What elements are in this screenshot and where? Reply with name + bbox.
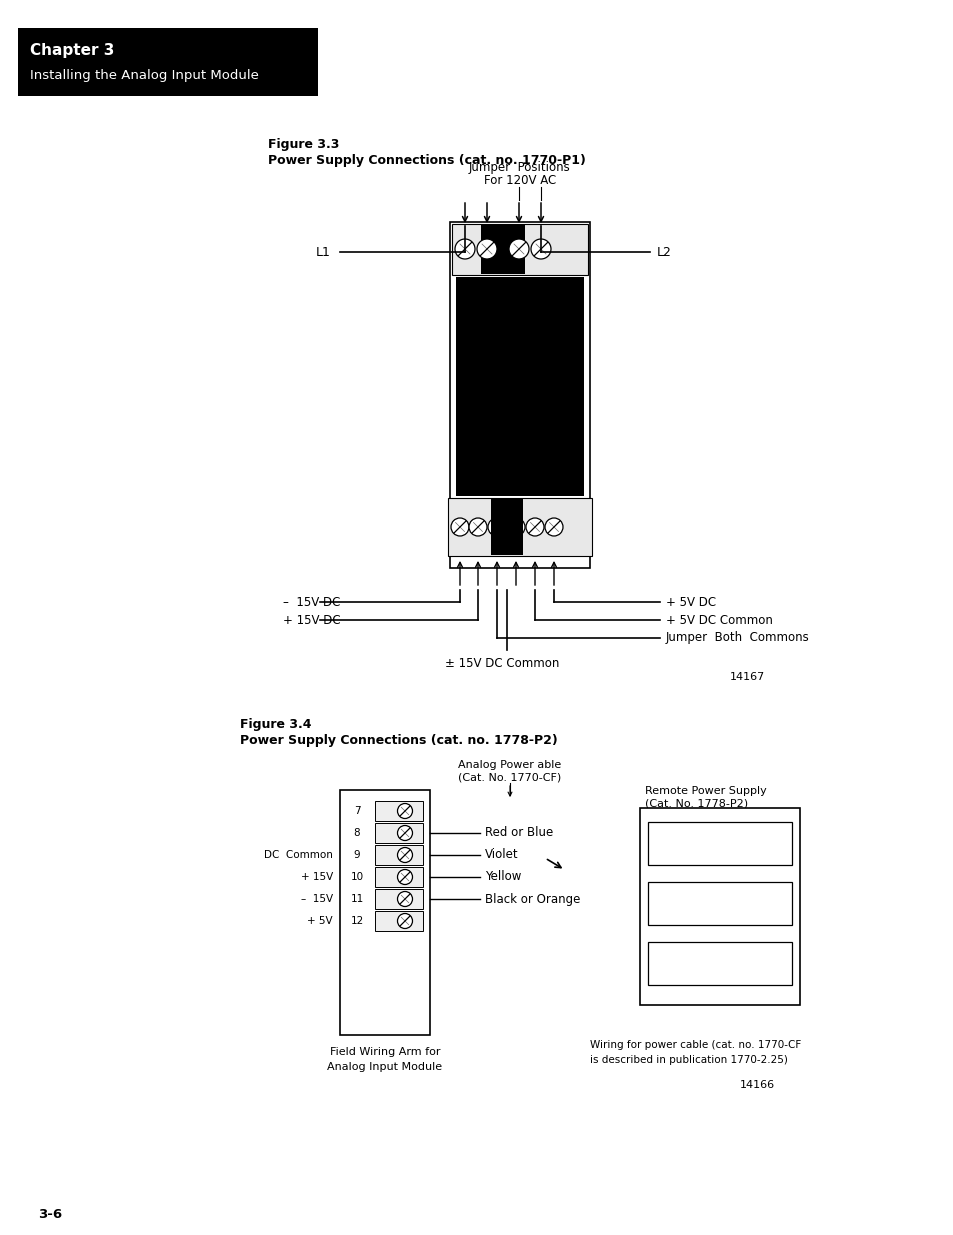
Text: Jumper  Positions: Jumper Positions — [469, 161, 570, 174]
Bar — [18, 28, 317, 96]
Bar — [456, 277, 583, 496]
Text: Installing the Analog Input Module: Installing the Analog Input Module — [30, 69, 258, 83]
Circle shape — [509, 240, 529, 259]
Circle shape — [544, 517, 562, 536]
Bar — [647, 823, 791, 864]
Text: + 5V: + 5V — [307, 916, 333, 926]
Text: (Cat. No. 1778-P2): (Cat. No. 1778-P2) — [644, 798, 747, 808]
Text: 11: 11 — [350, 894, 363, 904]
Bar — [375, 802, 422, 821]
Text: Interlock: Interlock — [694, 836, 745, 848]
Text: Analog Power able: Analog Power able — [457, 760, 561, 769]
Text: + 15V DC: + 15V DC — [283, 614, 340, 626]
Bar — [639, 808, 800, 1005]
Circle shape — [397, 825, 412, 841]
Text: (Cat. No. 1770-CF): (Cat. No. 1770-CF) — [457, 773, 561, 783]
Text: 14166: 14166 — [740, 1079, 774, 1091]
Bar — [480, 225, 524, 274]
Text: Violet: Violet — [484, 848, 518, 862]
Text: 8: 8 — [354, 827, 360, 839]
Bar — [450, 222, 589, 568]
Circle shape — [469, 517, 486, 536]
Text: 10: 10 — [350, 872, 363, 882]
Circle shape — [397, 847, 412, 862]
Circle shape — [397, 804, 412, 819]
Bar — [647, 882, 791, 925]
Circle shape — [476, 240, 497, 259]
Bar — [375, 889, 422, 909]
Bar — [452, 224, 587, 275]
Text: I/O: I/O — [711, 956, 727, 969]
Bar — [339, 790, 430, 1035]
Text: L1: L1 — [315, 246, 331, 258]
Bar — [375, 867, 422, 887]
Circle shape — [506, 517, 524, 536]
Text: –  15V: – 15V — [300, 894, 333, 904]
Text: –  15V DC: – 15V DC — [283, 595, 340, 609]
Circle shape — [397, 892, 412, 906]
Text: 12: 12 — [350, 916, 363, 926]
Text: Power Supply Connections (cat. no. 1770-P1): Power Supply Connections (cat. no. 1770-… — [268, 154, 585, 167]
Circle shape — [525, 517, 543, 536]
Circle shape — [451, 517, 469, 536]
Text: + 5V DC: + 5V DC — [665, 595, 716, 609]
Bar — [375, 823, 422, 844]
Text: For 120V AC: For 120V AC — [483, 174, 556, 186]
Text: Analog Input Module: Analog Input Module — [327, 1062, 442, 1072]
Text: Power Supply Connections (cat. no. 1778-P2): Power Supply Connections (cat. no. 1778-… — [240, 734, 558, 747]
Text: DC  Common: DC Common — [264, 850, 333, 860]
Circle shape — [531, 240, 551, 259]
Bar — [375, 911, 422, 931]
Text: 9: 9 — [354, 850, 360, 860]
Text: Black or Orange: Black or Orange — [484, 893, 579, 905]
Circle shape — [397, 914, 412, 929]
Text: L2: L2 — [657, 246, 671, 258]
Text: is described in publication 1770-2.25): is described in publication 1770-2.25) — [589, 1055, 787, 1065]
Text: Field Wiring Arm for: Field Wiring Arm for — [330, 1047, 439, 1057]
Circle shape — [397, 869, 412, 884]
Text: Yellow: Yellow — [484, 871, 521, 883]
Text: Jumper  Both  Commons: Jumper Both Commons — [665, 631, 809, 645]
Text: I/O: I/O — [711, 897, 727, 909]
Text: Remote Power Supply: Remote Power Supply — [644, 785, 766, 797]
Text: Chapter 3: Chapter 3 — [30, 42, 114, 58]
Text: 3-6: 3-6 — [38, 1209, 62, 1221]
Text: ± 15V DC Common: ± 15V DC Common — [444, 657, 558, 671]
Circle shape — [455, 240, 475, 259]
Bar — [375, 845, 422, 864]
Text: Red or Blue: Red or Blue — [484, 826, 553, 840]
Text: + 5V DC Common: + 5V DC Common — [665, 614, 772, 626]
Text: Figure 3.3: Figure 3.3 — [268, 138, 339, 151]
Circle shape — [488, 517, 505, 536]
Bar — [647, 942, 791, 986]
Bar — [448, 498, 592, 556]
Text: Wiring for power cable (cat. no. 1770-CF: Wiring for power cable (cat. no. 1770-CF — [589, 1040, 801, 1050]
Bar — [491, 499, 522, 555]
Text: 14167: 14167 — [729, 672, 764, 682]
Text: + 15V: + 15V — [300, 872, 333, 882]
Text: Figure 3.4: Figure 3.4 — [240, 718, 312, 731]
Text: 7: 7 — [354, 806, 360, 816]
